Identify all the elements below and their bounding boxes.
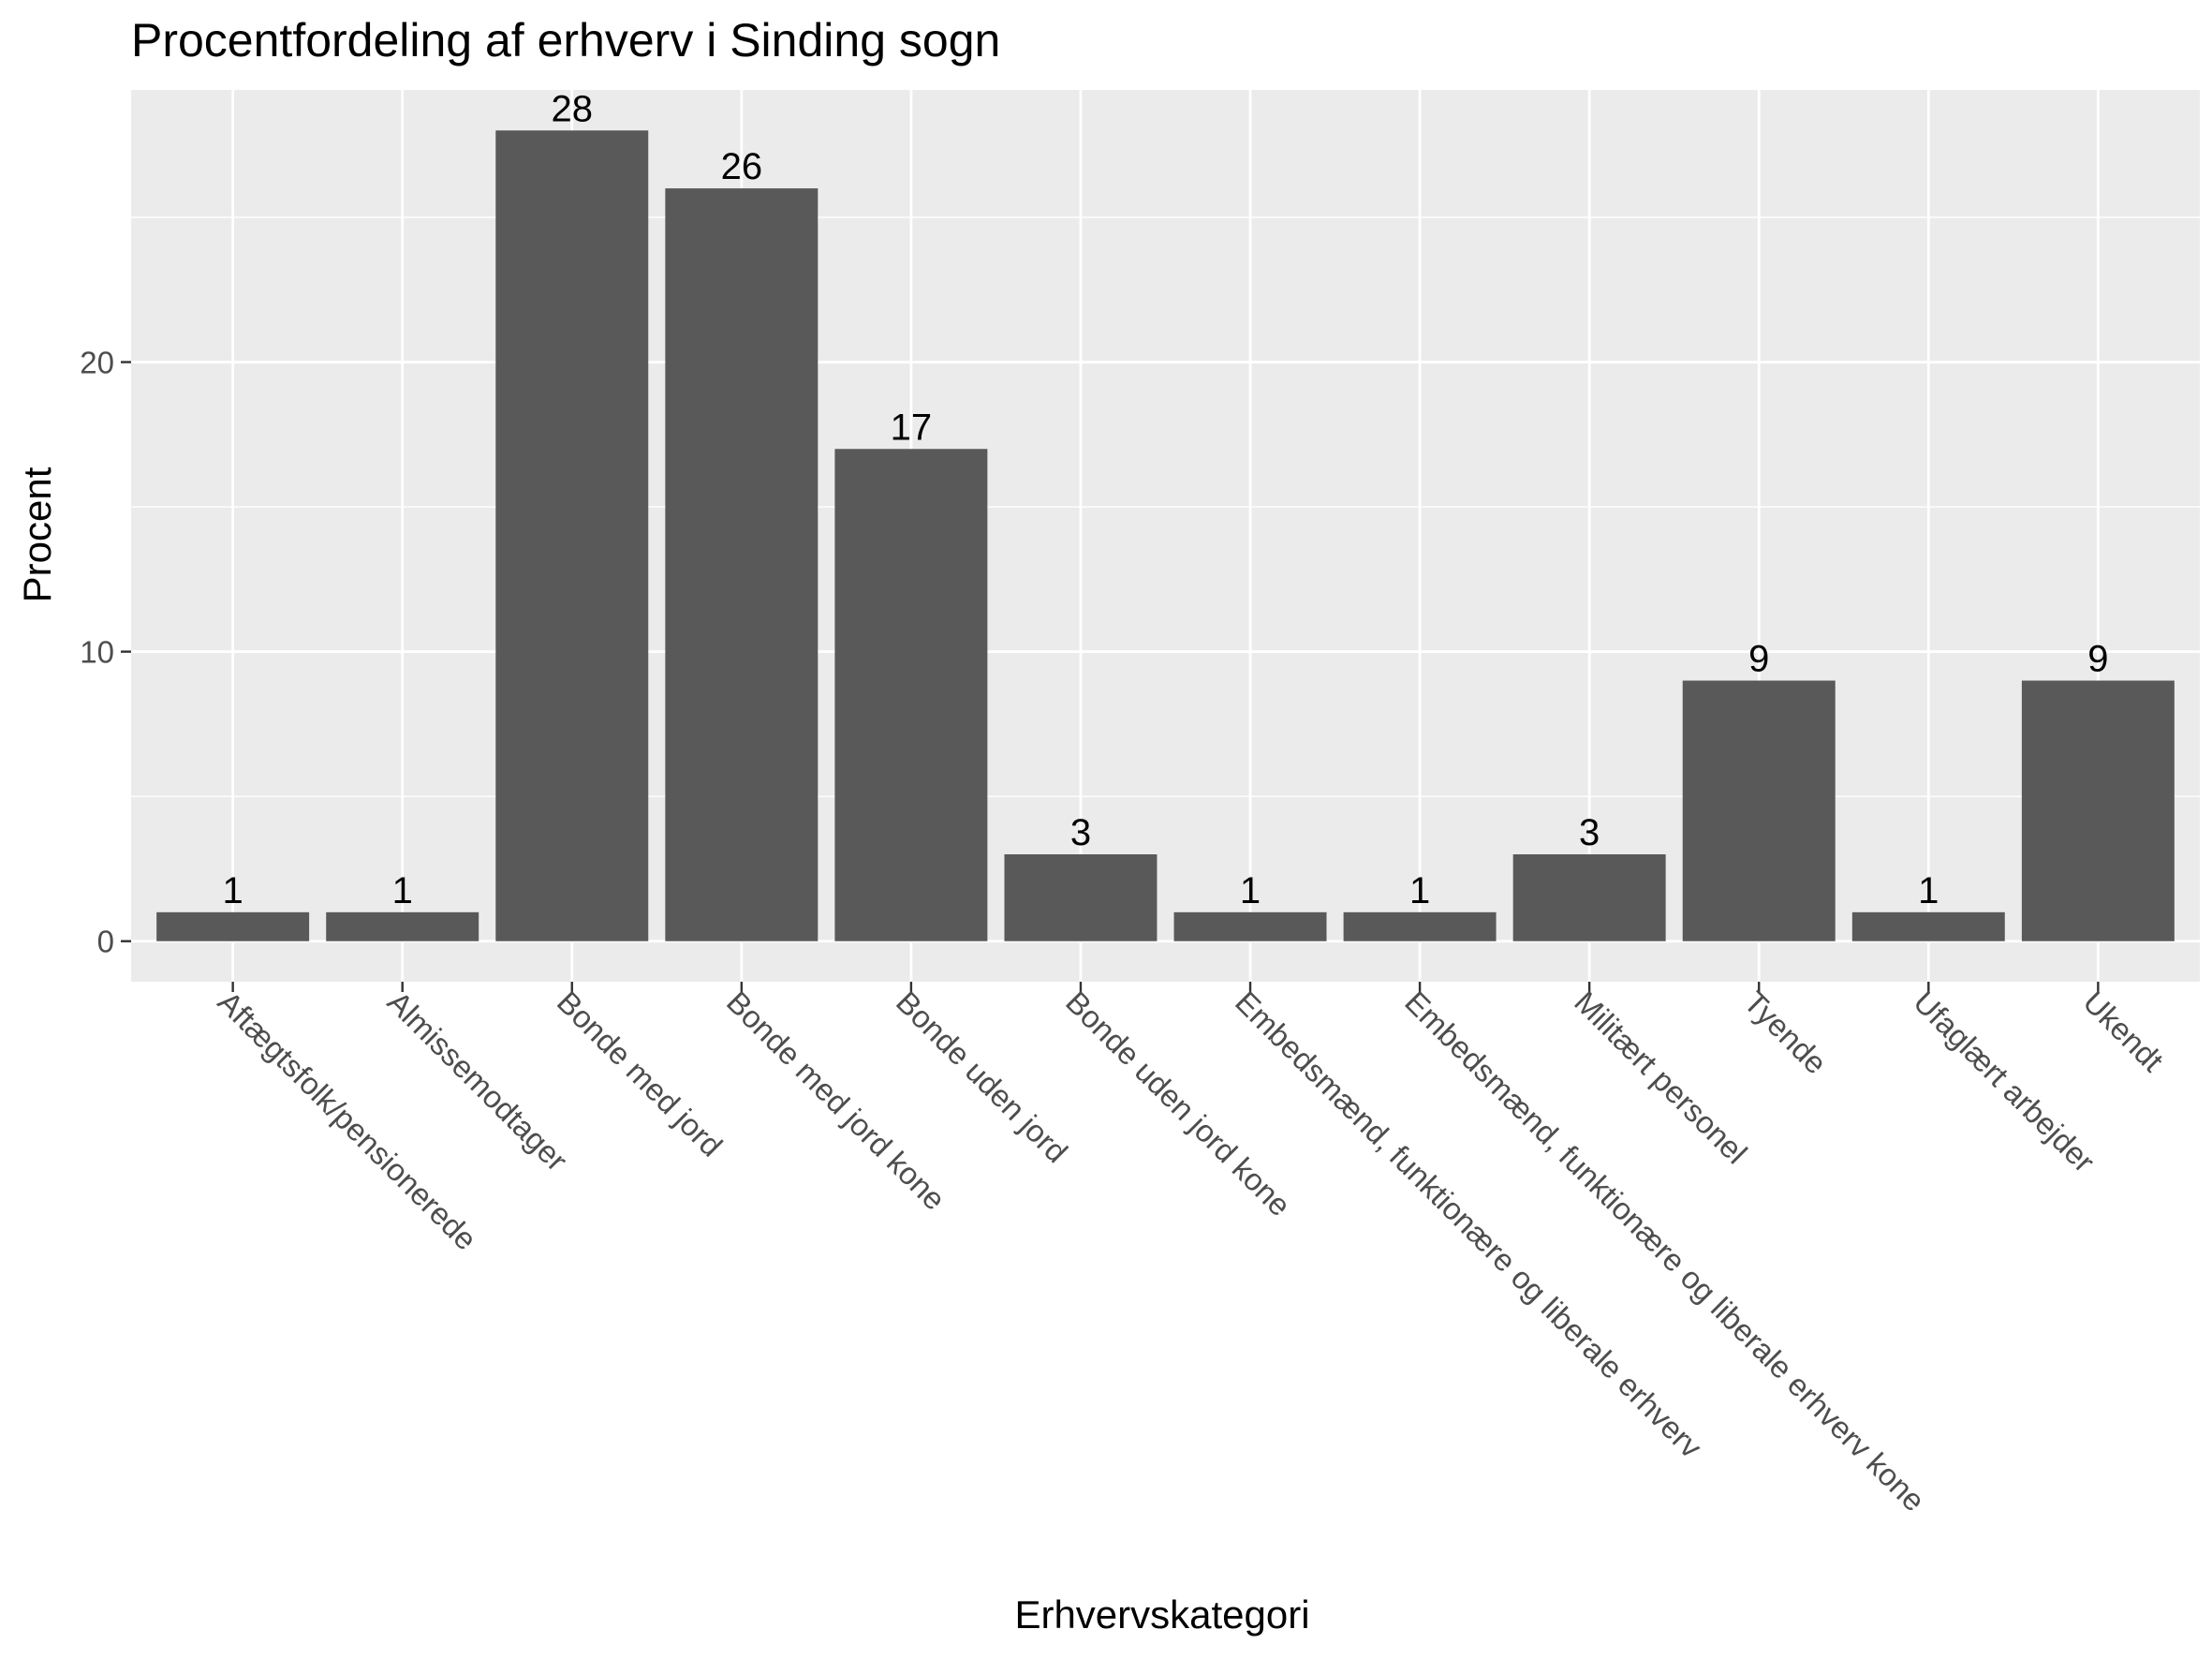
bar — [1851, 911, 2005, 941]
x-tick-label: Ukendt — [2076, 985, 2170, 1078]
data-label: 3 — [1579, 812, 1600, 853]
data-labels: 1 1 28 26 17 3 1 1 3 9 1 9 — [223, 88, 2109, 911]
data-label: 1 — [1918, 870, 1939, 911]
y-axis: 0 10 20 — [80, 346, 131, 959]
data-label: 1 — [1240, 870, 1261, 911]
y-tick-label: 0 — [97, 925, 114, 959]
bar — [1343, 911, 1497, 941]
bars — [156, 130, 2175, 941]
x-tick-label: Bonde uden jord — [890, 985, 1074, 1169]
x-tick-label: Ufaglært arbejder — [1907, 985, 2101, 1179]
data-label: 1 — [392, 870, 413, 911]
data-label: 1 — [223, 870, 243, 911]
x-tick-label: Tyende — [1737, 985, 1834, 1081]
minor-gridlines — [131, 216, 2200, 797]
x-tick-label: Militært personel — [1568, 985, 1754, 1171]
major-gridlines — [131, 90, 2200, 982]
data-label: 28 — [552, 88, 594, 129]
data-label: 3 — [1070, 812, 1091, 853]
bar — [1004, 854, 1158, 941]
bar — [1173, 911, 1327, 941]
bar — [2021, 680, 2175, 941]
y-tick-label: 20 — [80, 346, 114, 380]
bar — [326, 911, 479, 941]
data-label: 17 — [891, 407, 933, 448]
x-axis-title: Erhvervskategori — [1014, 1592, 1309, 1637]
data-label: 26 — [721, 146, 763, 187]
bar — [834, 449, 988, 941]
bar — [156, 911, 310, 941]
chart-title: Procentfordeling af erhverv i Sinding so… — [131, 14, 1000, 67]
y-tick-label: 10 — [80, 635, 114, 670]
data-label: 1 — [1409, 870, 1430, 911]
x-tick-label: Bonde med jord — [551, 985, 730, 1163]
plot-panel — [131, 90, 2200, 982]
data-label: 9 — [2087, 639, 2108, 680]
bar — [495, 130, 649, 941]
bar — [665, 188, 818, 941]
y-axis-title: Procent — [15, 467, 59, 602]
data-label: 9 — [1748, 639, 1769, 680]
x-tick-label: Almissemodtager — [381, 985, 574, 1178]
bar — [1512, 854, 1666, 941]
x-axis: Aftægtsfolk/pensioneredeAlmissemodtagerB… — [212, 982, 2171, 1518]
bar — [1682, 680, 1836, 941]
